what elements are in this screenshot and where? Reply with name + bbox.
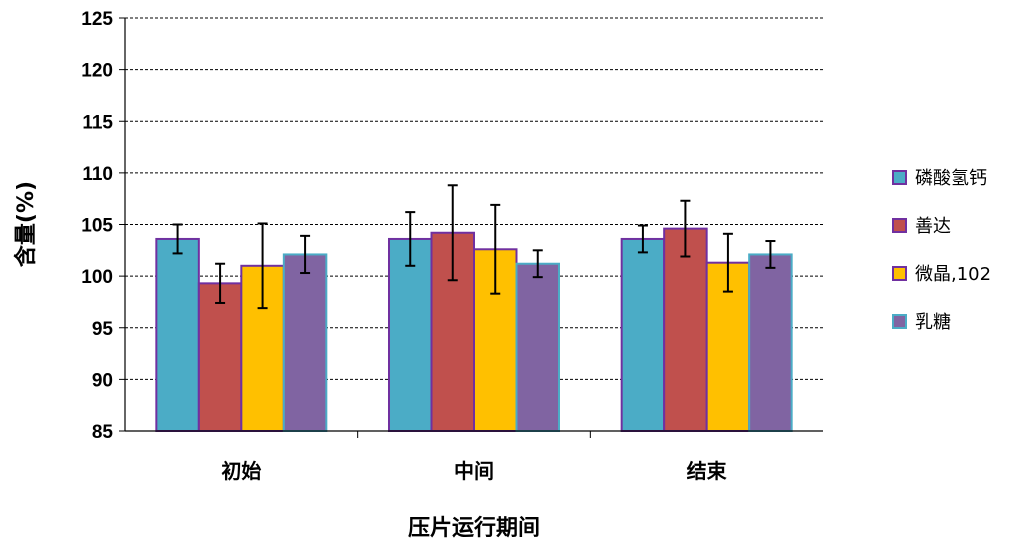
legend-swatch xyxy=(892,170,907,185)
legend-label: 微晶,102 xyxy=(915,264,991,285)
y-tick-label: 85 xyxy=(92,422,114,443)
bar xyxy=(620,237,666,432)
legend-swatch xyxy=(892,314,907,329)
x-tick-label: 初始 xyxy=(221,459,261,483)
x-tick-label: 中间 xyxy=(454,459,494,483)
bars xyxy=(155,227,793,433)
legend-label: 善达 xyxy=(915,216,951,237)
legend-swatch xyxy=(892,218,907,233)
x-tick-label: 结束 xyxy=(687,459,728,483)
y-tick-label: 110 xyxy=(82,164,113,185)
bar xyxy=(663,227,708,432)
legend-label: 乳糖 xyxy=(915,312,951,333)
bar xyxy=(515,262,560,432)
y-tick-label: 105 xyxy=(81,216,113,237)
y-tick-label: 120 xyxy=(81,61,113,82)
bar xyxy=(197,282,243,433)
y-tick-label: 95 xyxy=(92,319,114,340)
y-tick-label: 125 xyxy=(81,9,113,30)
legend-swatch xyxy=(892,266,907,281)
y-tick-label: 115 xyxy=(82,112,113,133)
y-tick-label: 90 xyxy=(92,370,113,391)
y-axis-title: 含量(%) xyxy=(13,181,39,267)
legend-label: 磷酸氢钙 xyxy=(915,168,987,189)
bar xyxy=(388,237,433,432)
bar xyxy=(155,237,200,432)
error-bars xyxy=(172,184,776,310)
y-tick-label: 100 xyxy=(81,267,113,288)
bar xyxy=(282,253,328,432)
x-axis-title: 压片运行期间 xyxy=(408,515,540,541)
tick-labels: 85 90 95 100 105 110 115 120 125 初始 中间 结束 xyxy=(81,9,727,483)
bar xyxy=(748,253,793,432)
